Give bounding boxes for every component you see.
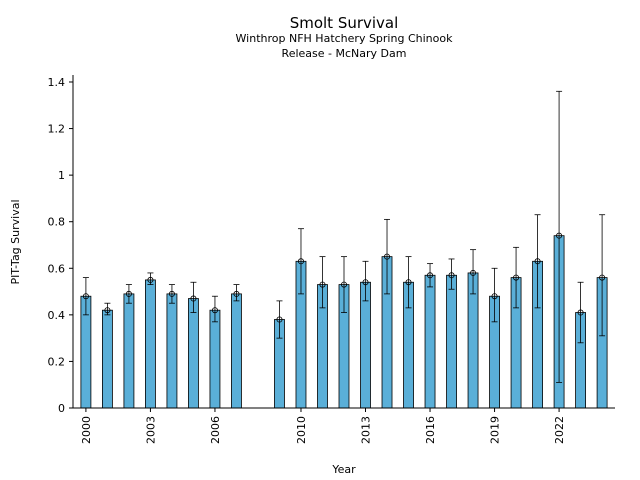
chart-subtitle-line-1: Winthrop NFH Hatchery Spring Chinook — [236, 32, 454, 45]
error-bar-2004 — [168, 284, 175, 304]
y-tick-label: 0.4 — [48, 309, 66, 322]
x-tick-label: 2003 — [144, 416, 157, 444]
y-tick-label: 0.8 — [48, 216, 66, 229]
y-tick-label: 1 — [58, 169, 65, 182]
point-marker-2022 — [556, 232, 563, 239]
bar-2005 — [188, 298, 199, 409]
point-marker-2002 — [125, 290, 132, 297]
point-marker-2001 — [104, 307, 111, 314]
bar-2016 — [424, 274, 436, 409]
y-tick-label: 0.6 — [48, 262, 66, 275]
point-marker-2018 — [470, 269, 477, 276]
x-tick-label: 2010 — [295, 416, 308, 444]
point-marker-2000 — [82, 293, 89, 300]
bar-2004 — [166, 293, 178, 409]
y-tick-label: 1.4 — [48, 76, 66, 89]
x-tick-label: 2022 — [553, 416, 566, 444]
point-marker-2003 — [147, 276, 154, 283]
x-axis-label: Year — [331, 463, 356, 476]
error-bar-2014 — [384, 218, 391, 295]
point-marker-2021 — [534, 258, 541, 265]
point-marker-2023 — [577, 309, 584, 316]
x-tick-label: 2016 — [424, 416, 437, 444]
bar-2007 — [231, 293, 242, 409]
point-marker-2004 — [168, 290, 175, 297]
x-axis-ticks: 2000 2003 2006 2010 2013 2016 2019 2022 — [80, 408, 566, 444]
point-marker-2006 — [211, 307, 218, 314]
bar-2017 — [446, 274, 457, 409]
point-marker-2016 — [427, 272, 434, 279]
error-bar-2021 — [534, 214, 541, 309]
point-marker-2010 — [297, 258, 304, 265]
error-bar-2016 — [427, 263, 434, 288]
error-bar-2020 — [513, 246, 520, 309]
point-marker-2013 — [362, 279, 369, 286]
y-axis-label: PIT-Tag Survival — [9, 199, 22, 284]
point-marker-2020 — [513, 274, 520, 281]
error-bar-2015 — [405, 256, 412, 309]
bar-2003 — [145, 279, 156, 409]
y-axis-ticks: 0 0.2 0.4 0.6 0.8 1 1.2 1.4 — [48, 76, 73, 415]
point-marker-2024 — [599, 274, 606, 281]
error-bar-2007 — [233, 284, 240, 302]
error-bar-2002 — [125, 284, 132, 304]
error-bar-2013 — [362, 260, 369, 302]
x-tick-label: 2000 — [80, 416, 93, 444]
bar-2006 — [209, 309, 221, 409]
point-marker-2012 — [340, 281, 347, 288]
error-bar-2023 — [577, 281, 584, 344]
point-marker-2015 — [405, 279, 412, 286]
error-bar-2005 — [190, 281, 197, 313]
x-tick-label: 2019 — [489, 416, 502, 444]
error-bar-2006 — [211, 295, 218, 323]
bar-2002 — [123, 293, 135, 409]
point-marker-series — [82, 232, 606, 323]
chart-subtitle-line-2: Release - McNary Dam — [282, 47, 407, 60]
point-marker-2009 — [276, 316, 283, 323]
error-bar-2019 — [491, 267, 498, 323]
point-marker-2019 — [491, 293, 498, 300]
error-bar-2017 — [448, 258, 455, 290]
x-tick-label: 2006 — [209, 416, 222, 444]
y-tick-label: 0 — [58, 402, 65, 415]
error-bar-2009 — [276, 300, 283, 339]
chart-title: Smolt Survival — [290, 14, 399, 32]
error-bar-2022 — [556, 90, 563, 383]
x-tick-label: 2013 — [360, 416, 373, 444]
error-bar-2018 — [470, 249, 477, 295]
error-bar-2000 — [82, 277, 89, 316]
point-marker-2017 — [448, 272, 455, 279]
point-marker-2014 — [384, 253, 391, 260]
point-marker-2007 — [233, 290, 240, 297]
point-marker-2005 — [190, 295, 197, 302]
error-bar-2010 — [297, 228, 304, 295]
y-tick-label: 1.2 — [48, 123, 66, 136]
error-bar-2012 — [341, 256, 347, 313]
bar-2001 — [102, 309, 113, 409]
point-marker-2011 — [319, 281, 326, 288]
y-tick-label: 0.2 — [48, 355, 66, 368]
